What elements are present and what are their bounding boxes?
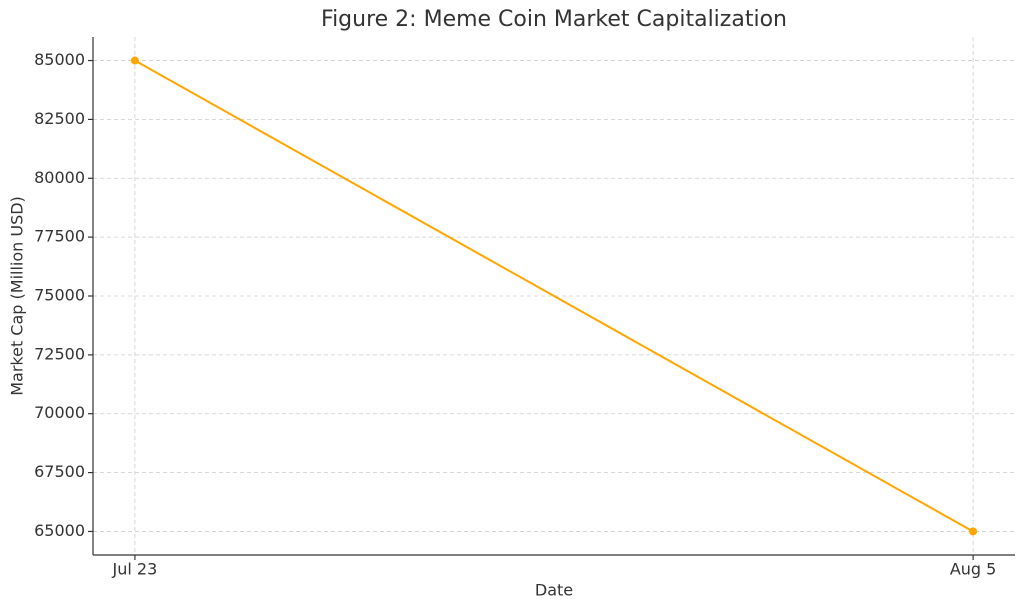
y-tick-label: 67500 xyxy=(34,462,85,481)
chart-title: Figure 2: Meme Coin Market Capitalizatio… xyxy=(321,7,787,32)
point xyxy=(969,527,978,536)
y-tick-label: 75000 xyxy=(34,286,85,305)
point xyxy=(130,56,139,65)
x-tick-label: Jul 23 xyxy=(112,560,158,579)
y-tick-label: 82500 xyxy=(34,109,85,128)
x-axis-label: Date xyxy=(535,581,573,600)
y-tick-label: 77500 xyxy=(34,227,85,246)
y-tick-label: 65000 xyxy=(34,521,85,540)
y-tick-label: 80000 xyxy=(34,168,85,187)
y-tick-label: 72500 xyxy=(34,344,85,363)
x-tick-label: Aug 5 xyxy=(950,560,997,579)
y-tick-label: 85000 xyxy=(34,50,85,69)
y-axis-label: Market Cap (Million USD) xyxy=(8,196,27,396)
y-tick-label: 70000 xyxy=(34,403,85,422)
line xyxy=(134,59,974,533)
